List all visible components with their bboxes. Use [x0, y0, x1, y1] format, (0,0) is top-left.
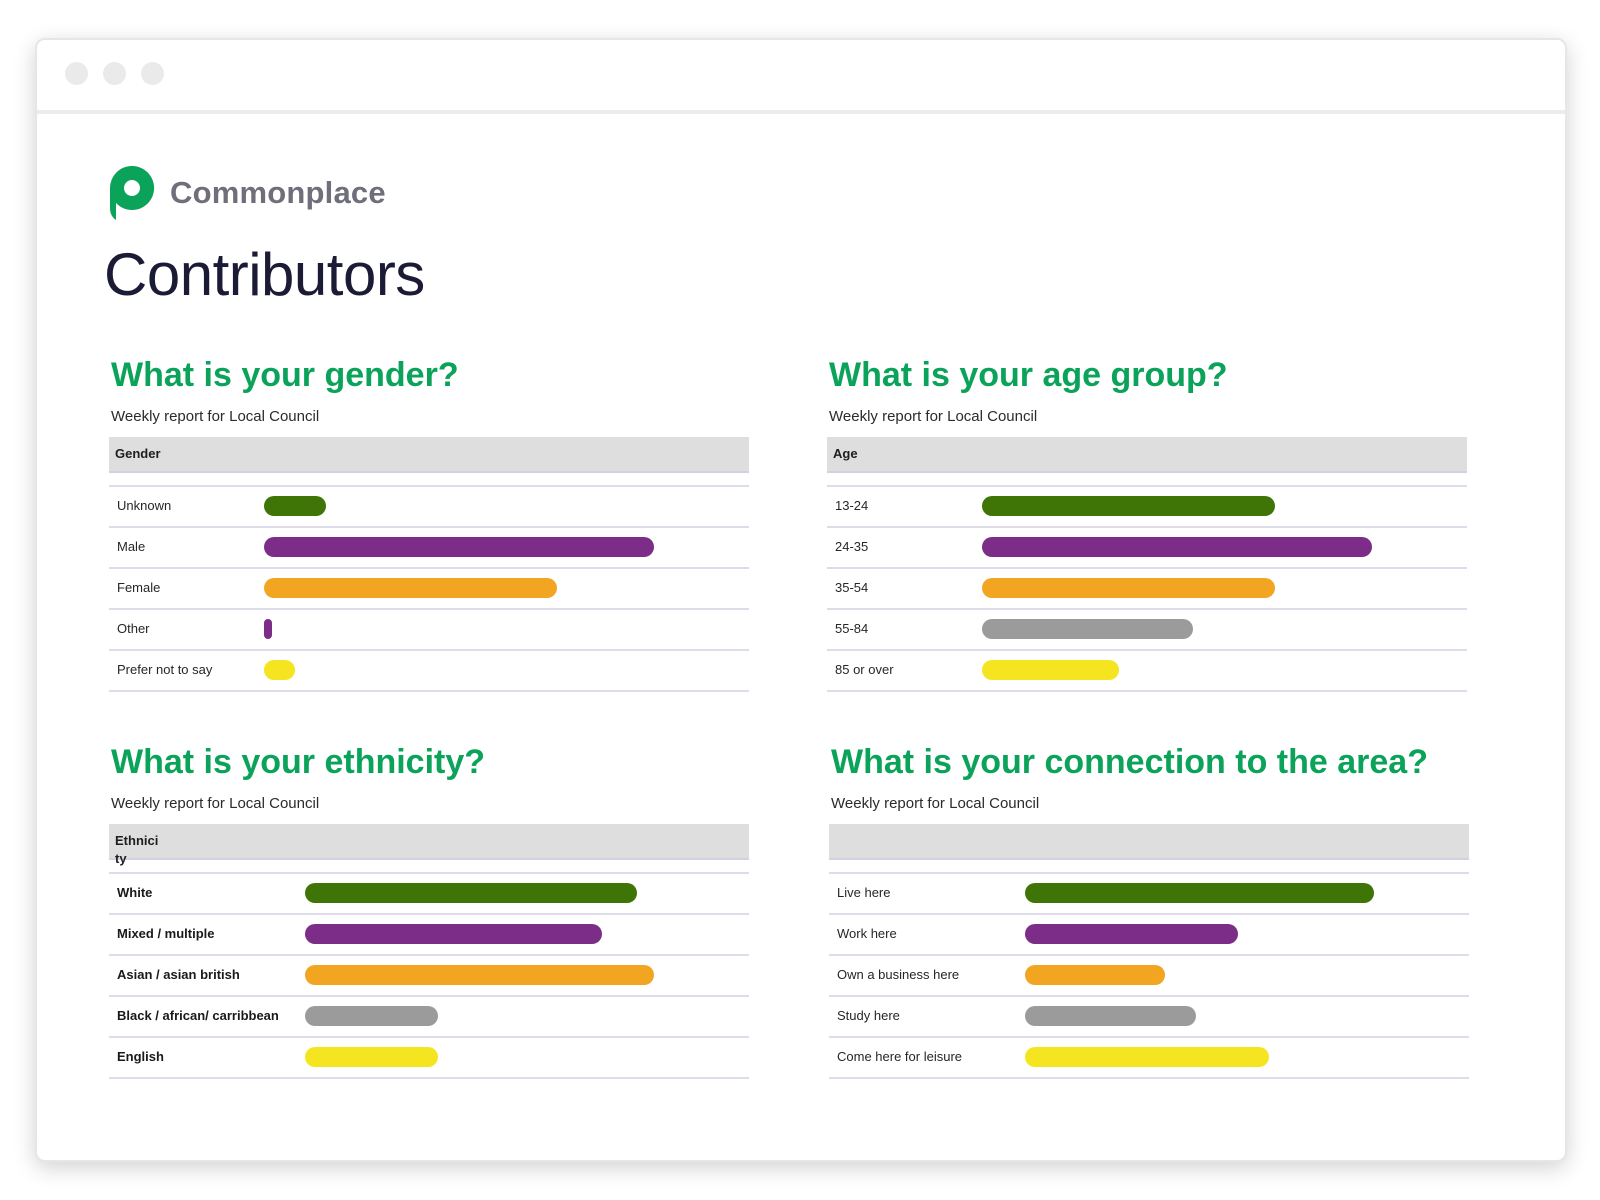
- bar-mark: [305, 1006, 438, 1026]
- table-row: English: [109, 1036, 749, 1079]
- table-row: Male: [109, 526, 749, 567]
- row-label: Live here: [837, 885, 891, 900]
- row-label: 55-84: [835, 621, 869, 636]
- bar-mark: [1025, 965, 1165, 985]
- column-header: Ethnici ty: [115, 833, 159, 866]
- column-header: Gender: [115, 446, 161, 461]
- browser-window: Commonplace Contributors What is your ge…: [35, 38, 1567, 1162]
- table-row: Asian / asian british: [109, 954, 749, 995]
- panel-title: What is your age group?: [829, 356, 1228, 394]
- table-row: Live here: [829, 872, 1469, 913]
- table-row: 35-54: [827, 567, 1467, 608]
- bar-mark: [982, 537, 1372, 557]
- row-label: English: [117, 1049, 164, 1064]
- bar-mark: [305, 965, 654, 985]
- row-label: White: [117, 885, 153, 900]
- window-titlebar: [37, 40, 1565, 114]
- row-label: 35-54: [835, 580, 869, 595]
- table-row: Unknown: [109, 485, 749, 526]
- bar-mark: [1025, 1006, 1196, 1026]
- panel-title: What is your gender?: [111, 356, 459, 394]
- connection-panel: What is your connection to the area? Wee…: [829, 743, 1469, 1079]
- gender-panel: What is your gender? Weekly report for L…: [109, 356, 749, 692]
- bar-mark: [1025, 883, 1374, 903]
- table-header: Gender: [109, 437, 749, 473]
- bar-mark: [982, 578, 1275, 598]
- bar-mark: [264, 496, 326, 516]
- table-header: Ethnici ty: [109, 824, 749, 866]
- bar-mark: [305, 924, 602, 944]
- row-label: Own a business here: [837, 967, 960, 982]
- row-label: 85 or over: [835, 662, 894, 677]
- row-label: Black / african/ carribbean: [117, 1008, 279, 1023]
- bar-mark: [1025, 924, 1238, 944]
- table-row: Prefer not to say: [109, 649, 749, 692]
- panel-subtitle: Weekly report for Local Council: [111, 408, 320, 425]
- window-maximize-dot[interactable]: [141, 62, 164, 85]
- row-label: Study here: [837, 1008, 900, 1023]
- panel-title: What is your ethnicity?: [111, 743, 486, 781]
- bar-rows: 13-24 24-35 35-54 55-84 85 or over: [827, 485, 1467, 692]
- table-row: Own a business here: [829, 954, 1469, 995]
- row-label: Asian / asian british: [117, 967, 240, 982]
- brand-name: Commonplace: [170, 175, 386, 210]
- row-label: Come here for leisure: [837, 1049, 962, 1064]
- row-label: Male: [117, 539, 146, 554]
- table-row: Black / african/ carribbean: [109, 995, 749, 1036]
- table-header: Age: [827, 437, 1467, 473]
- panel-title: What is your connection to the area?: [831, 743, 1428, 781]
- table-row: 24-35: [827, 526, 1467, 567]
- bar-mark: [264, 660, 295, 680]
- table-row: White: [109, 872, 749, 913]
- table-row: 55-84: [827, 608, 1467, 649]
- window-close-dot[interactable]: [65, 62, 88, 85]
- table-row: Female: [109, 567, 749, 608]
- commonplace-logo-icon: [110, 165, 155, 220]
- window-minimize-dot[interactable]: [103, 62, 126, 85]
- table-row: Other: [109, 608, 749, 649]
- ethnicity-panel: What is your ethnicity? Weekly report fo…: [109, 743, 749, 1079]
- table-row: Work here: [829, 913, 1469, 954]
- bar-rows: Unknown Male Female Other Prefer not to say: [109, 485, 749, 692]
- row-label: 13-24: [835, 498, 869, 513]
- table-row: Study here: [829, 995, 1469, 1036]
- bar-mark: [982, 496, 1275, 516]
- table-row: 13-24: [827, 485, 1467, 526]
- bar-mark: [264, 537, 654, 557]
- bar-rows: White Mixed / multiple Asian / asian briti…: [109, 872, 749, 1079]
- table-row: Come here for leisure: [829, 1036, 1469, 1079]
- bar-mark: [982, 619, 1193, 639]
- row-label: Unknown: [117, 498, 172, 513]
- row-label: Prefer not to say: [117, 662, 213, 677]
- age-panel: What is your age group? Weekly report fo…: [827, 356, 1467, 692]
- table-header: [829, 824, 1469, 860]
- brand-logo[interactable]: Commonplace: [108, 164, 386, 222]
- column-header: Age: [833, 446, 858, 461]
- bar-mark: [264, 619, 272, 639]
- row-label: Mixed / multiple: [117, 926, 215, 941]
- page-title: Contributors: [104, 241, 425, 308]
- table-row: Mixed / multiple: [109, 913, 749, 954]
- panel-subtitle: Weekly report for Local Council: [111, 795, 320, 812]
- table-row: 85 or over: [827, 649, 1467, 692]
- bar-mark: [305, 1047, 438, 1067]
- bar-rows: Live here Work here Own a business here Stu…: [829, 872, 1469, 1079]
- row-label: Work here: [837, 926, 897, 941]
- bar-mark: [982, 660, 1119, 680]
- row-label: Other: [117, 621, 150, 636]
- bar-mark: [1025, 1047, 1269, 1067]
- bar-mark: [305, 883, 637, 903]
- row-label: Female: [117, 580, 161, 595]
- panel-subtitle: Weekly report for Local Council: [829, 408, 1038, 425]
- panel-subtitle: Weekly report for Local Council: [831, 795, 1040, 812]
- row-label: 24-35: [835, 539, 869, 554]
- bar-mark: [264, 578, 557, 598]
